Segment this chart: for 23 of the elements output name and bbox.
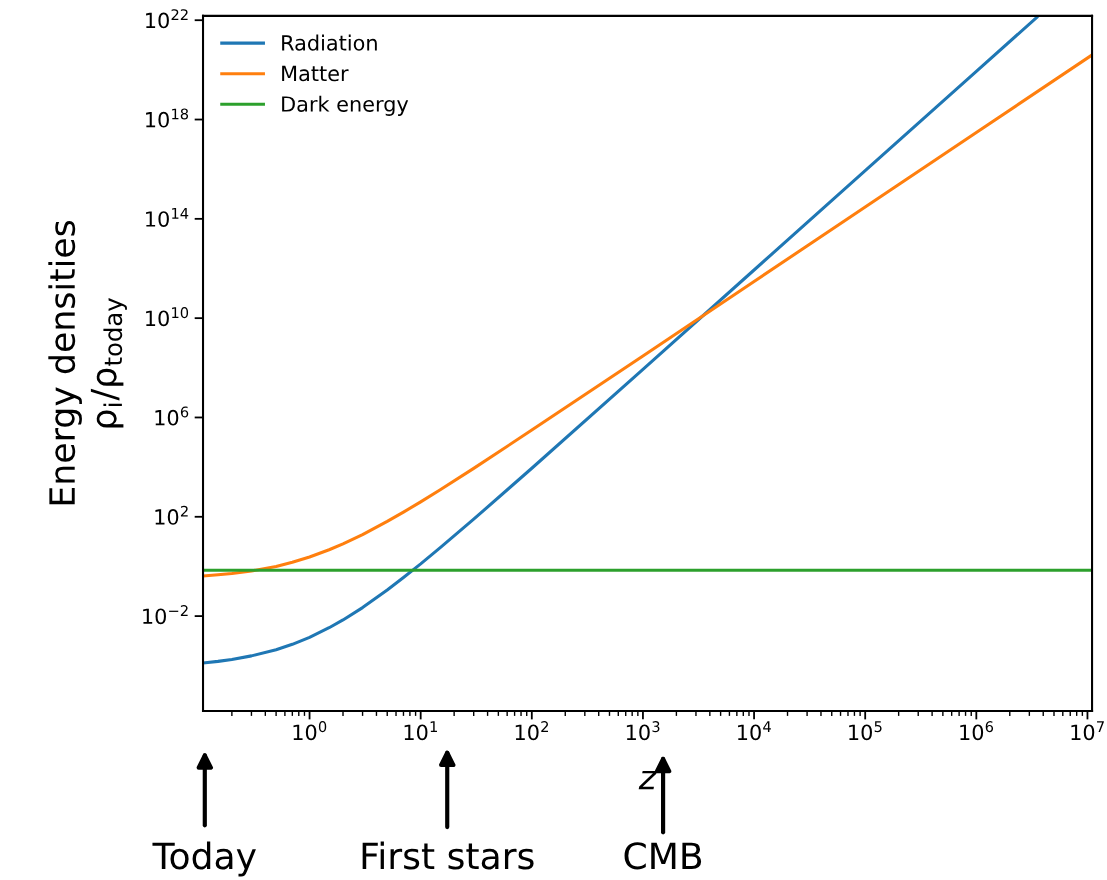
- x-tick-label: 10$^{0}$: [293, 721, 327, 741]
- y-tick-label: 10$^{6}$: [155, 406, 189, 426]
- legend-label: Matter: [282, 65, 349, 82]
- y-tick-label: 10$^{10}$: [146, 307, 189, 327]
- x-tick-label: 10$^{5}$: [849, 721, 882, 741]
- x-tick-label: 10$^{7}$: [1071, 721, 1104, 741]
- y-tick-label: 10$^{14}$: [146, 208, 189, 227]
- text: CMB: [624, 842, 702, 870]
- x-tick-label: 10$^{1}$: [404, 721, 437, 741]
- x-tick-label: 10$^{6}$: [960, 721, 994, 741]
- x-tick-label: 10$^{3}$: [626, 721, 660, 741]
- y-tick-label: 10$^{18}$: [146, 108, 189, 128]
- y-tick-label: 10$^{2}$: [155, 505, 188, 525]
- text: Today: [152, 841, 256, 877]
- x-axis-title: z: [638, 770, 657, 790]
- y-tick-label: 10$^{22}$: [146, 9, 188, 29]
- x-tick-label: 10$^{4}$: [738, 721, 771, 741]
- x-tick-label: 10$^{2}$: [515, 721, 548, 741]
- y-axis-title: Energy densities ρ$_{i}$/ρ$_{today}$: [48, 220, 127, 505]
- legend-label: Dark energy: [282, 95, 409, 116]
- y-tick-label: 10$^{−2}$: [143, 605, 188, 625]
- legend-label: Radiation: [282, 34, 377, 51]
- text: First stars: [362, 841, 534, 870]
